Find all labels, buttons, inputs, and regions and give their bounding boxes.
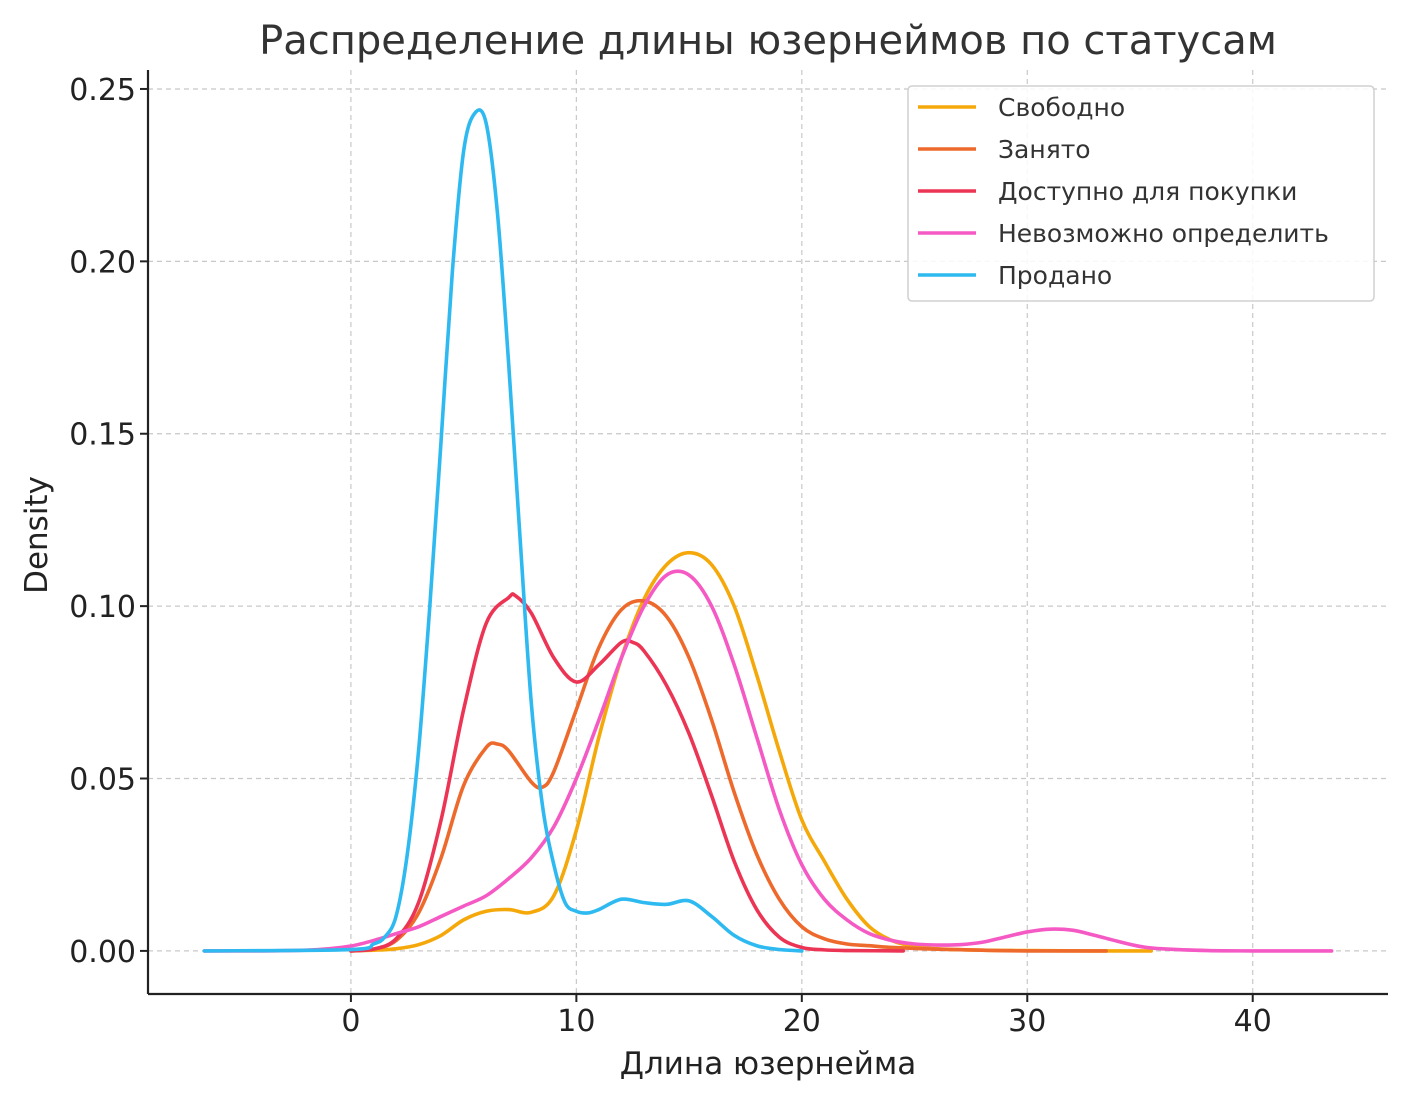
x-tick-label: 40 <box>1234 1004 1272 1039</box>
y-tick-label: 0.10 <box>69 590 136 625</box>
legend-label-2: Занято <box>998 135 1091 164</box>
x-axis-label: Длина юзернейма <box>620 1046 917 1082</box>
y-ticks: 0.00 0.05 0.10 0.15 0.20 0.25 <box>69 73 148 970</box>
legend-label-3: Доступно для покупки <box>998 177 1297 206</box>
legend: Свободно Занято Доступно для покупки Невозм… <box>907 85 1375 302</box>
x-tick-label: 0 <box>341 1004 360 1039</box>
legend-label-5: Продано <box>998 261 1112 290</box>
legend-label-1: Свободно <box>998 93 1125 122</box>
y-tick-label: 0.25 <box>69 73 136 108</box>
x-tick-label: 20 <box>783 1004 821 1039</box>
y-tick-label: 0.05 <box>69 763 136 798</box>
y-axis-label: Density <box>19 476 55 594</box>
series-lines <box>202 108 1334 953</box>
series-line-5 <box>202 108 804 953</box>
y-tick-label: 0.15 <box>69 418 136 453</box>
series-line-3 <box>349 592 906 953</box>
series-line-4 <box>202 569 1334 953</box>
legend-label-4: Невозможно определить <box>998 219 1329 248</box>
series-line-1 <box>349 550 1154 953</box>
y-tick-label: 0.00 <box>69 935 136 970</box>
x-ticks: 0 10 20 30 40 <box>341 994 1272 1039</box>
series-line-2 <box>349 598 1108 953</box>
y-tick-label: 0.20 <box>69 245 136 280</box>
x-tick-label: 10 <box>557 1004 595 1039</box>
axes-spines <box>146 70 1388 996</box>
x-tick-label: 30 <box>1008 1004 1046 1039</box>
legend-box <box>907 85 1375 302</box>
chart-title: Распределение длины юзернеймов по статус… <box>259 18 1277 64</box>
